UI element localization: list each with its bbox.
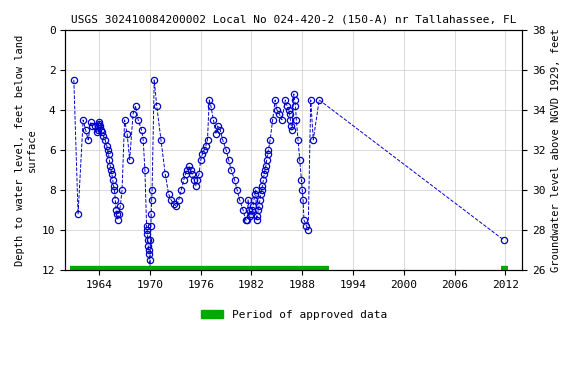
Y-axis label: Groundwater level above NGVD 1929, feet: Groundwater level above NGVD 1929, feet — [551, 28, 561, 272]
Legend: Period of approved data: Period of approved data — [196, 305, 392, 324]
Y-axis label: Depth to water level, feet below land
surface: Depth to water level, feet below land su… — [15, 34, 37, 266]
Title: USGS 302410084200002 Local No 024-420-2 (150-A) nr Tallahassee, FL: USGS 302410084200002 Local No 024-420-2 … — [71, 15, 517, 25]
